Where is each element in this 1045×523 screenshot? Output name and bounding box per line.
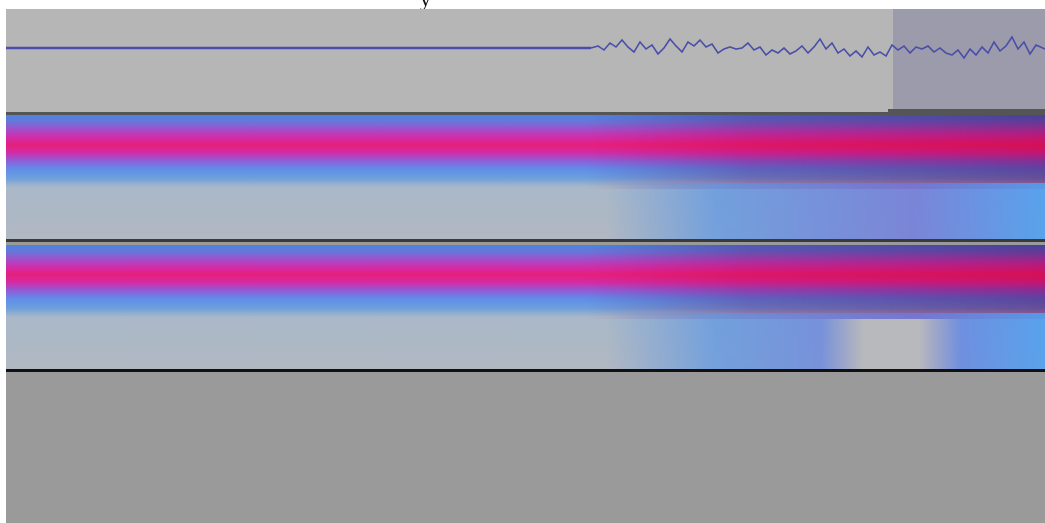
audio-editor-canvas[interactable] — [6, 9, 1045, 523]
waveform-track[interactable] — [6, 9, 1045, 115]
waveform-signal — [590, 35, 1045, 60]
spectrogram-energy — [586, 245, 1045, 320]
waveform-graph — [6, 35, 1045, 60]
spectrogram-silence-gap — [821, 319, 961, 369]
spectrogram-low-frequencies — [606, 183, 1045, 239]
selection-marker — [888, 109, 1045, 112]
spectrogram-track-1[interactable] — [6, 115, 1045, 242]
waveform-selection-region[interactable] — [893, 9, 1045, 112]
spectrogram-track-2[interactable] — [6, 245, 1045, 372]
spectrogram-energy — [586, 115, 1045, 190]
cropped-header-text: y — [420, 0, 431, 10]
